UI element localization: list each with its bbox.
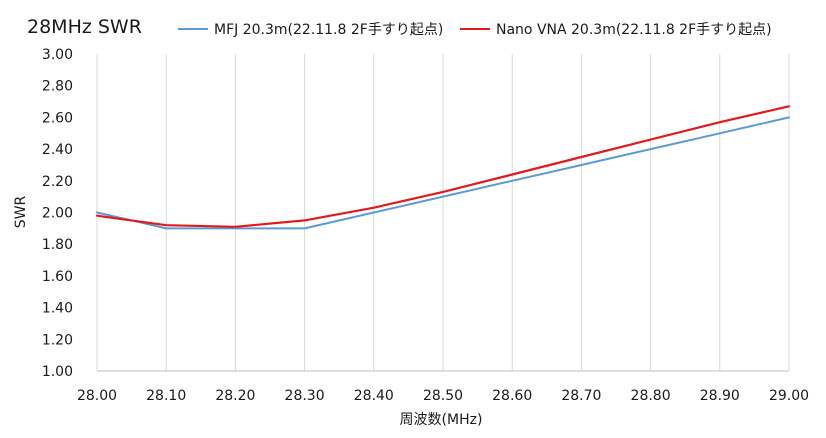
chart-title: 28MHz SWR [27,16,142,38]
y-tick-label: 3.00 [42,47,73,63]
x-tick-label: 29.00 [769,388,809,404]
legend-swatch-mfj [178,28,208,30]
series-line-nanovna [95,105,791,228]
x-tick-label: 28.00 [77,388,117,404]
x-axis-label: 周波数(MHz) [400,412,483,428]
x-tick-label: 28.10 [146,388,186,404]
legend-item-nanovna: Nano VNA 20.3m(22.11.8 2F手すり起点) [460,19,772,39]
series-line-mfj [96,116,790,230]
legend-label-nanovna: Nano VNA 20.3m(22.11.8 2F手すり起点) [496,22,772,38]
legend-label-mfj: MFJ 20.3m(22.11.8 2F手すり起点) [214,22,444,38]
x-tick-label: 28.20 [215,388,255,404]
x-tick-label: 28.40 [354,388,394,404]
y-tick-label: 2.40 [42,142,73,158]
y-tick-label: 2.60 [42,110,73,126]
y-tick-label: 1.80 [42,237,73,253]
y-tick-label: 2.20 [42,174,73,190]
x-tick-label: 28.70 [561,388,601,404]
x-tick-label: 28.50 [423,388,463,404]
y-tick-label: 1.00 [42,364,73,380]
y-tick-labels: 1.00 1.20 1.40 1.60 1.80 2.00 2.20 2.40 2.60 2.80… [42,47,73,380]
y-tick-label: 1.20 [42,332,73,348]
legend-swatch-nanovna [460,28,490,30]
legend-item-mfj: MFJ 20.3m(22.11.8 2F手すり起点) [178,19,443,39]
y-tick-label: 1.40 [42,301,73,317]
y-tick-label: 1.60 [42,269,73,285]
gridlines [96,54,790,371]
x-tick-label: 28.30 [285,388,325,404]
x-tick-labels: 28.00 28.10 28.20 28.30 28.40 28.50 28.60 28.70… [77,388,809,404]
x-tick-label: 28.60 [492,388,532,404]
x-tick-label: 28.80 [631,388,671,404]
y-tick-label: 2.00 [42,206,73,222]
series-lines [95,105,791,230]
x-tick-label: 28.90 [700,388,740,404]
y-axis-label: SWR [13,196,29,229]
y-tick-label: 2.80 [42,79,73,95]
